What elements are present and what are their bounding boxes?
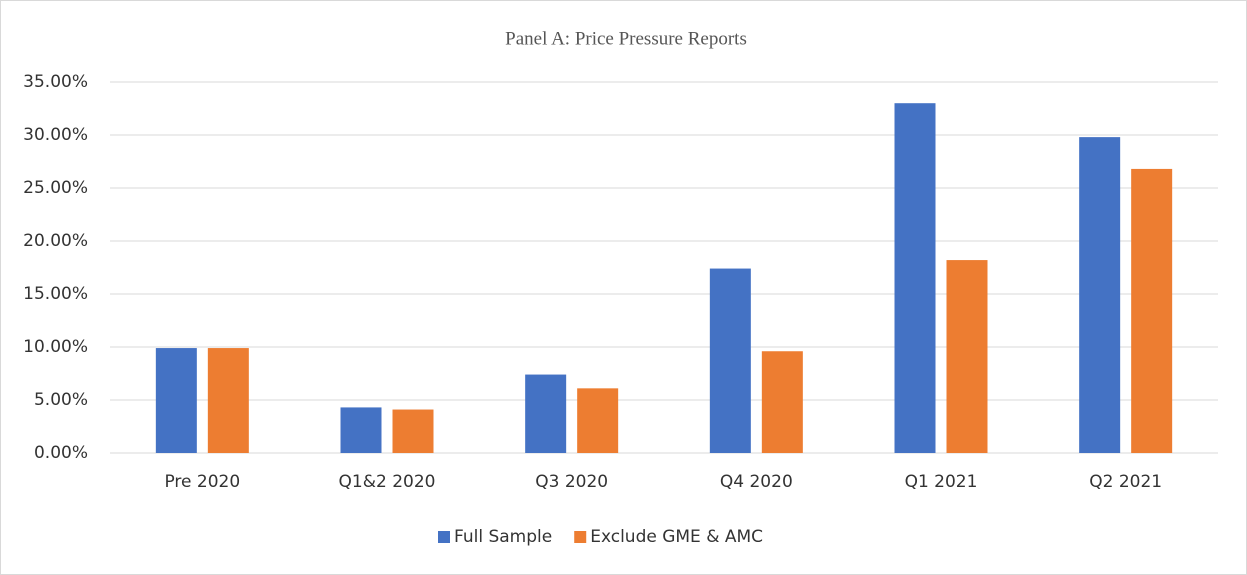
- x-tick-label: Q4 2020: [720, 472, 793, 492]
- x-tick-label: Q2 2021: [1089, 472, 1162, 492]
- bar: [577, 388, 619, 453]
- bar: [340, 407, 382, 453]
- legend-swatch: [574, 531, 587, 543]
- legend-swatch: [438, 531, 450, 543]
- x-tick-label: Q3 2020: [535, 472, 608, 492]
- bar: [1131, 168, 1173, 454]
- y-tick-label: 10.00%: [23, 337, 88, 357]
- bar: [946, 260, 988, 453]
- bar: [392, 409, 434, 453]
- bar: [525, 374, 567, 453]
- y-tick-label: 20.00%: [23, 231, 88, 251]
- bar: [1079, 137, 1121, 453]
- bar: [155, 348, 197, 453]
- y-tick-label: 5.00%: [34, 390, 88, 410]
- bar: [207, 348, 249, 453]
- y-tick-label: 0.00%: [34, 443, 88, 463]
- legend-label: Exclude GME & AMC: [590, 527, 763, 547]
- y-tick-label: 15.00%: [23, 284, 88, 304]
- y-tick-label: 35.00%: [23, 72, 88, 92]
- x-tick-label: Pre 2020: [164, 472, 240, 492]
- bar: [709, 268, 751, 453]
- x-tick-label: Q1&2 2020: [339, 472, 436, 492]
- chart-title: Panel A: Price Pressure Reports: [505, 28, 747, 49]
- y-tick-label: 30.00%: [23, 125, 88, 145]
- bar: [894, 103, 936, 453]
- x-tick-label: Q1 2021: [905, 472, 978, 492]
- bar: [761, 351, 803, 453]
- legend-label: Full Sample: [454, 527, 552, 547]
- y-tick-label: 25.00%: [23, 178, 88, 198]
